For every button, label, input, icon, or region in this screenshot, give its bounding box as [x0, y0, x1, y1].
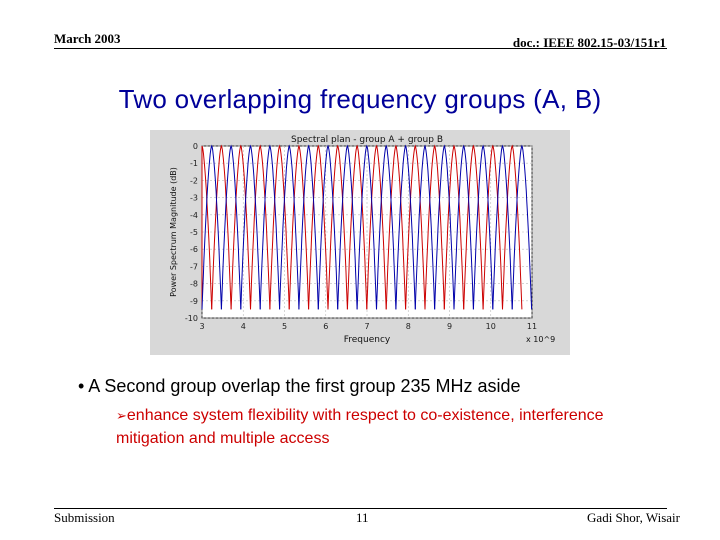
- spectral-lobe: [269, 144, 290, 310]
- sub-bullet: ➢enhance system flexibility with respect…: [116, 404, 636, 450]
- y-tick-label: -5: [190, 228, 198, 237]
- spectral-lobe: [279, 144, 300, 310]
- spectral-lobe: [298, 144, 319, 310]
- y-tick-label: -8: [190, 280, 198, 289]
- chart-title: Spectral plan - group A + group B: [291, 135, 443, 145]
- spectral-lobe: [463, 144, 484, 310]
- spectral-lobe: [424, 144, 445, 310]
- spectral-lobe: [482, 144, 503, 310]
- spectral-lobe: [414, 144, 436, 310]
- slide-title: Two overlapping frequency groups (A, B): [118, 84, 602, 114]
- spectral-plan-figure: 3 4 5 6 7 8 9 10 11 0 -1 -2 -3 -4 -5 -6 -7 -8 -9 -10 Spectra…: [150, 130, 570, 355]
- spectral-lobe: [395, 144, 416, 310]
- spectral-lobe: [376, 144, 397, 310]
- x-tick-label: 6: [323, 322, 328, 331]
- spectral-lobe: [201, 145, 213, 310]
- spectral-lobe: [250, 144, 271, 310]
- spectral-lobe: [356, 144, 377, 310]
- x-tick-label: 11: [527, 322, 537, 331]
- y-tick-label: -3: [190, 194, 198, 203]
- spectral-lobe: [240, 144, 261, 310]
- y-tick-label: -6: [190, 245, 198, 254]
- x-axis-multiplier: x 10^9: [526, 335, 555, 344]
- x-tick-label: 10: [486, 322, 496, 331]
- spectral-lobe: [443, 144, 465, 310]
- spectral-lobe: [288, 144, 310, 310]
- y-axis-label: Power Spectrum Magnitude (dB): [169, 167, 178, 297]
- spectral-lobe: [327, 144, 348, 310]
- spectral-lobe: [453, 144, 474, 310]
- footer-author: Gadi Shor, Wisair: [587, 510, 680, 525]
- spectral-lobe: [385, 144, 407, 310]
- x-tick-label: 3: [199, 322, 204, 331]
- spectral-lobe: [511, 144, 533, 310]
- spectral-lobe: [308, 144, 329, 310]
- footer-divider: [54, 508, 667, 509]
- spectral-lobe: [472, 144, 494, 310]
- footer-page-number: 11: [356, 510, 369, 525]
- spectral-plan-chart: 3 4 5 6 7 8 9 10 11 0 -1 -2 -3 -4 -5 -6 -7 -8 -9 -10 Spectra…: [169, 135, 555, 345]
- x-tick-label: 8: [406, 322, 411, 331]
- spectral-lobe: [201, 144, 222, 310]
- y-tick-label: -2: [190, 176, 198, 185]
- spectral-lobe: [220, 144, 242, 310]
- x-tick-label: 4: [241, 322, 246, 331]
- header-date: March 2003: [54, 31, 121, 46]
- spectral-lobe: [346, 144, 368, 310]
- y-tick-label: -1: [190, 159, 198, 168]
- spectral-lobe: [259, 144, 281, 310]
- spectral-lobe: [434, 144, 455, 310]
- spectral-lobe: [230, 144, 251, 310]
- spectral-lobe: [317, 144, 339, 310]
- spectral-lobe: [366, 144, 387, 310]
- spectral-lobe: [502, 144, 523, 310]
- y-tick-label: -4: [190, 211, 198, 220]
- x-tick-label: 7: [364, 322, 369, 331]
- header-doc-id: doc.: IEEE 802.15-03/151r1: [512, 35, 666, 50]
- x-tick-label: 9: [447, 322, 452, 331]
- y-tick-label: 0: [193, 142, 198, 151]
- y-tick-label: -9: [190, 297, 198, 306]
- arrow-bullet-icon: ➢: [116, 408, 127, 423]
- spectral-lobe: [211, 144, 232, 310]
- footer-submission: Submission: [54, 510, 115, 525]
- spectral-lobe: [405, 144, 426, 310]
- x-axis-label: Frequency: [344, 335, 391, 345]
- y-tick-label: -10: [185, 314, 198, 323]
- spectral-lobe: [337, 144, 358, 310]
- x-tick-label: 5: [282, 322, 287, 331]
- sub-bullet-text: enhance system flexibility with respect …: [116, 407, 604, 447]
- y-tick-label: -7: [190, 262, 198, 271]
- header-divider: [54, 48, 667, 49]
- bullet-main: • A Second group overlap the first group…: [78, 376, 521, 396]
- spectral-lobe: [492, 144, 513, 310]
